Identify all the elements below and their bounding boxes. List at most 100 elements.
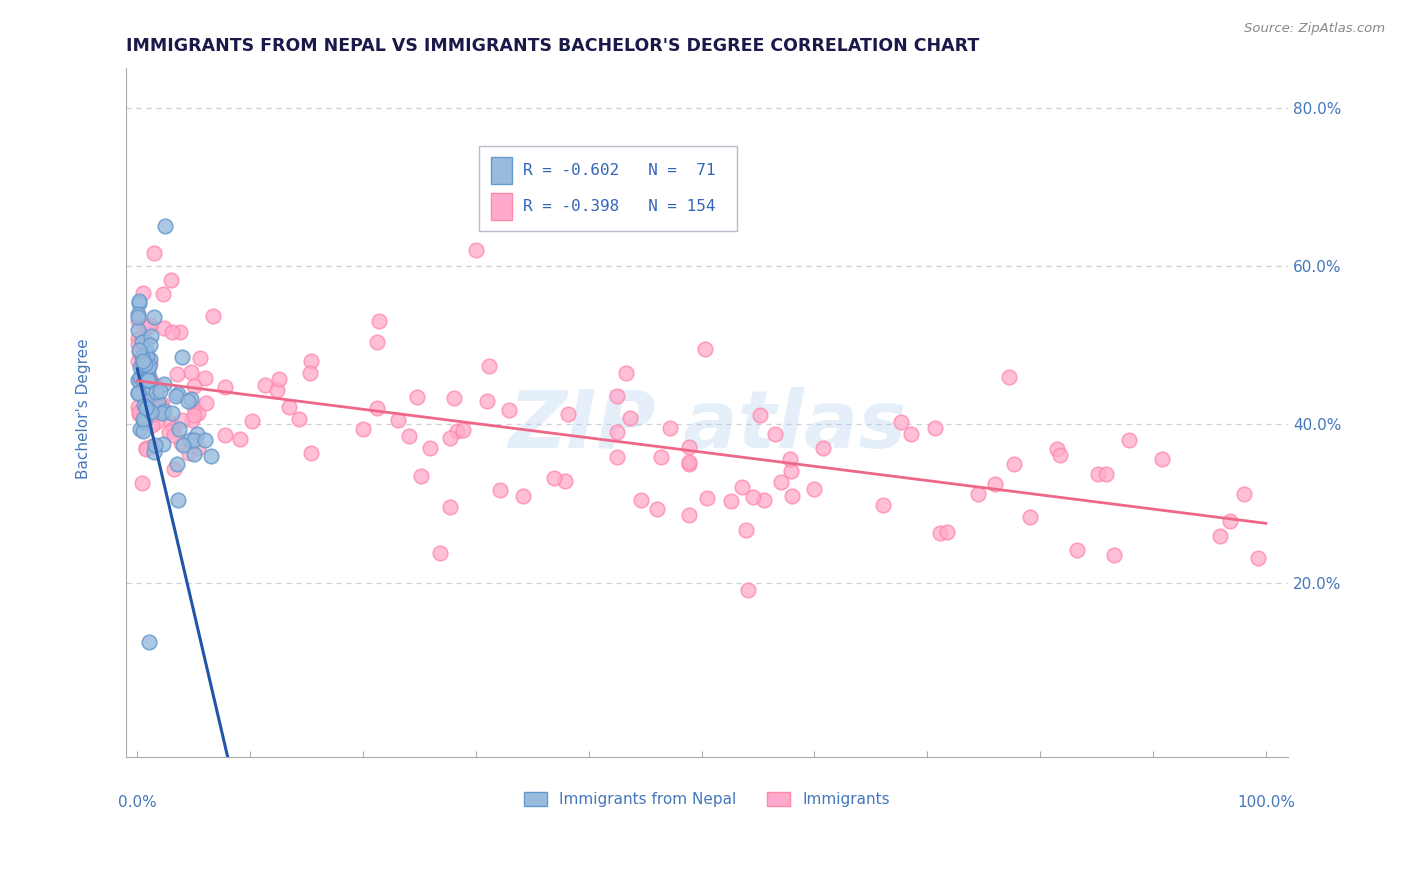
- Text: 100.0%: 100.0%: [1237, 795, 1295, 810]
- Point: [127, 337, 149, 351]
- Point: [1046, 442, 1069, 456]
- Point: [187, 406, 209, 420]
- Point: [1152, 451, 1174, 466]
- Text: 0.0%: 0.0%: [118, 795, 156, 810]
- Point: [127, 401, 149, 415]
- Point: [266, 383, 288, 397]
- Point: [128, 407, 150, 421]
- Point: [929, 526, 952, 541]
- Point: [742, 490, 765, 504]
- Point: [155, 219, 177, 234]
- Point: [132, 359, 155, 373]
- Point: [696, 491, 718, 506]
- Point: [152, 404, 174, 418]
- Point: [143, 377, 166, 392]
- Point: [606, 425, 628, 439]
- Point: [145, 415, 167, 429]
- Point: [132, 285, 155, 300]
- Point: [129, 369, 152, 384]
- Point: [139, 404, 162, 418]
- Point: [872, 498, 894, 512]
- Point: [141, 390, 163, 404]
- Point: [554, 474, 576, 488]
- Point: [446, 424, 468, 438]
- Point: [650, 450, 672, 464]
- Point: [1002, 457, 1025, 471]
- Point: [1247, 550, 1270, 565]
- Point: [298, 366, 321, 380]
- Point: [299, 446, 322, 460]
- Point: [183, 378, 205, 392]
- Point: [160, 325, 183, 339]
- Point: [647, 501, 669, 516]
- Point: [128, 373, 150, 387]
- Point: [138, 635, 160, 649]
- Point: [131, 402, 153, 417]
- Point: [779, 452, 801, 467]
- Point: [127, 310, 149, 324]
- Point: [166, 457, 188, 471]
- Point: [127, 372, 149, 386]
- Point: [172, 438, 194, 452]
- Point: [142, 310, 165, 324]
- Point: [157, 425, 180, 439]
- Point: [659, 420, 682, 434]
- Point: [1049, 448, 1071, 462]
- Point: [1095, 467, 1118, 481]
- Point: [135, 441, 157, 455]
- Point: [387, 412, 409, 426]
- Point: [277, 400, 299, 414]
- Point: [188, 351, 211, 365]
- Point: [1118, 434, 1140, 448]
- Point: [141, 418, 163, 433]
- Point: [678, 457, 700, 471]
- Point: [557, 407, 579, 421]
- Point: [139, 405, 162, 419]
- Point: [145, 384, 167, 399]
- Point: [134, 334, 156, 348]
- Point: [366, 401, 388, 415]
- Point: [159, 272, 181, 286]
- Point: [128, 343, 150, 357]
- Point: [229, 432, 252, 446]
- Point: [127, 314, 149, 328]
- Point: [143, 400, 166, 414]
- Point: [128, 294, 150, 309]
- Point: [160, 406, 183, 420]
- Point: [135, 401, 157, 416]
- Point: [127, 385, 149, 400]
- Point: [141, 439, 163, 453]
- Point: [132, 362, 155, 376]
- Point: [139, 352, 162, 367]
- Point: [169, 325, 191, 339]
- Point: [139, 372, 162, 386]
- Point: [136, 350, 159, 364]
- Point: [1209, 529, 1232, 543]
- Point: [409, 469, 432, 483]
- Point: [167, 387, 190, 401]
- FancyBboxPatch shape: [479, 146, 737, 231]
- Point: [169, 421, 191, 435]
- Point: [152, 436, 174, 450]
- Point: [127, 354, 149, 368]
- Point: [139, 357, 162, 371]
- Point: [180, 413, 202, 427]
- Point: [136, 373, 159, 387]
- Point: [150, 406, 173, 420]
- Point: [720, 494, 742, 508]
- Point: [429, 546, 451, 560]
- Point: [201, 310, 224, 324]
- Point: [606, 388, 628, 402]
- Point: [900, 427, 922, 442]
- Point: [135, 442, 157, 456]
- Point: [128, 295, 150, 310]
- Point: [678, 440, 700, 454]
- Point: [127, 307, 149, 321]
- Point: [194, 433, 217, 447]
- Point: [180, 392, 202, 407]
- Point: [735, 523, 758, 537]
- Text: Bachelor's Degree: Bachelor's Degree: [76, 338, 90, 479]
- Point: [163, 427, 186, 442]
- Point: [152, 287, 174, 301]
- Point: [134, 357, 156, 371]
